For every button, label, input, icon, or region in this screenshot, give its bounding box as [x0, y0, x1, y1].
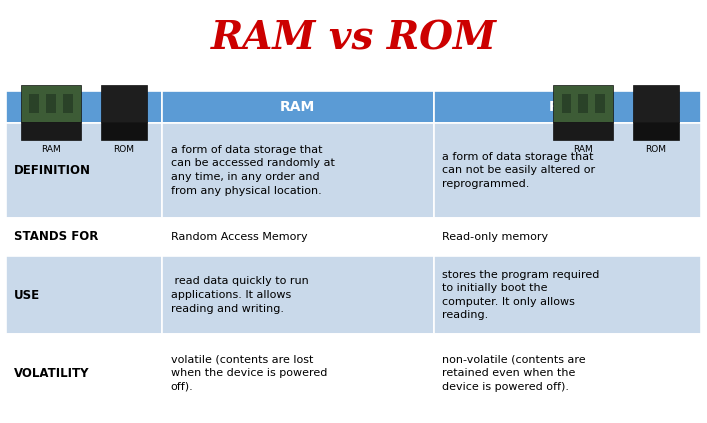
- Text: read data quickly to run
applications. It allows
reading and writing.: read data quickly to run applications. I…: [170, 277, 308, 313]
- Text: RAM vs ROM: RAM vs ROM: [211, 19, 496, 57]
- Text: a form of data storage that
can be accessed randomly at
any time, in any order a: a form of data storage that can be acces…: [170, 145, 334, 196]
- Text: non-volatile (contents are
retained even when the
device is powered off).: non-volatile (contents are retained even…: [442, 355, 585, 392]
- Bar: [578, 94, 588, 113]
- Bar: [46, 94, 56, 113]
- Text: volatile (contents are lost
when the device is powered
off).: volatile (contents are lost when the dev…: [170, 355, 327, 392]
- Bar: [162, 218, 433, 256]
- Text: RAM: RAM: [573, 145, 593, 154]
- Bar: [6, 334, 162, 412]
- Bar: [553, 122, 614, 140]
- Text: ROM: ROM: [113, 145, 134, 154]
- Text: Read-only memory: Read-only memory: [442, 232, 548, 242]
- Bar: [433, 334, 701, 412]
- Bar: [433, 218, 701, 256]
- Text: STANDS FOR: STANDS FOR: [14, 231, 98, 243]
- Text: a form of data storage that
can not be easily altered or
reprogrammed.: a form of data storage that can not be e…: [442, 152, 595, 189]
- Text: RAM: RAM: [41, 145, 61, 154]
- Text: USE: USE: [14, 288, 40, 302]
- Bar: [162, 123, 433, 218]
- Bar: [433, 123, 701, 218]
- Bar: [6, 91, 162, 123]
- Bar: [633, 122, 679, 140]
- Bar: [100, 85, 147, 122]
- Bar: [21, 122, 81, 140]
- Text: DEFINITION: DEFINITION: [14, 164, 91, 177]
- Bar: [633, 85, 679, 122]
- Bar: [162, 334, 433, 412]
- Bar: [162, 91, 433, 123]
- Bar: [553, 85, 614, 122]
- Bar: [6, 218, 162, 256]
- Bar: [433, 91, 701, 123]
- Text: ROM: ROM: [549, 100, 585, 114]
- Bar: [63, 94, 73, 113]
- Text: stores the program required
to initially boot the
computer. It only allows
readi: stores the program required to initially…: [442, 269, 600, 321]
- Text: Random Access Memory: Random Access Memory: [170, 232, 308, 242]
- Bar: [433, 256, 701, 334]
- Bar: [595, 94, 605, 113]
- Bar: [561, 94, 571, 113]
- Bar: [21, 85, 81, 122]
- Bar: [162, 256, 433, 334]
- Bar: [6, 256, 162, 334]
- Text: RAM: RAM: [280, 100, 315, 114]
- Bar: [6, 123, 162, 218]
- Text: ROM: ROM: [645, 145, 667, 154]
- Bar: [100, 122, 147, 140]
- Bar: [29, 94, 39, 113]
- Text: VOLATILITY: VOLATILITY: [14, 367, 90, 380]
